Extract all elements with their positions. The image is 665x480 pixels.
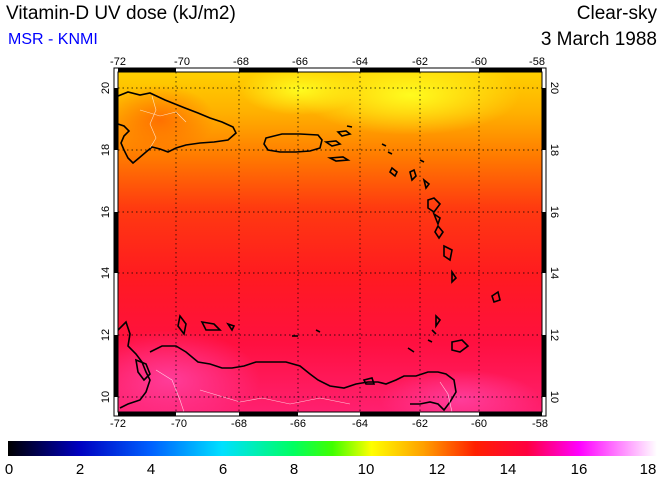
lon-label: -72 [110,56,126,68]
map-frame [113,67,547,417]
south-america-coast [118,320,457,412]
lon-label: -68 [231,418,247,430]
lon-label: -70 [171,418,187,430]
scale-label: 16 [571,461,588,478]
color-scale-bar [8,441,657,456]
lat-label: 10 [100,391,112,403]
sky-condition-label: Clear-sky [576,3,657,24]
lon-label: -66 [290,418,306,430]
lat-labels-right: 10 12 14 16 18 20 [548,82,560,403]
scale-label: 8 [290,461,298,478]
coastlines [118,91,501,412]
lat-label: 14 [548,267,560,279]
lat-label: 12 [100,329,112,341]
color-scale-labels: 0 2 4 6 8 10 12 14 16 18 [5,461,657,478]
lon-label: -58 [529,56,545,68]
scale-label: 18 [640,461,657,478]
lon-label: -72 [110,418,126,430]
lon-label: -62 [412,418,428,430]
lon-label: -64 [352,56,368,68]
lat-label: 10 [548,391,560,403]
lat-label: 16 [548,206,560,218]
lon-label: -68 [233,56,249,68]
scale-label: 6 [219,461,227,478]
lat-label: 14 [100,267,112,279]
lat-label: 16 [100,206,112,218]
scale-label: 12 [429,461,446,478]
graticule [118,72,542,412]
lat-label: 18 [548,144,560,156]
scale-label: 10 [358,461,375,478]
lon-label: -60 [471,56,487,68]
lat-label: 12 [548,329,560,341]
borders [139,95,453,412]
lon-labels-top: -72 -70 -68 -66 -64 -62 -60 -58 [110,56,545,68]
lon-label: -64 [352,418,368,430]
scale-label: 4 [147,461,155,478]
lon-label: -62 [412,56,428,68]
lon-label: -60 [471,418,487,430]
lat-label: 20 [548,82,560,94]
hispaniola-coast [118,91,237,165]
date-label: 3 March 1988 [540,29,657,50]
source-label: MSR - KNMI [8,31,98,48]
lat-label: 18 [100,144,112,156]
map-title: Vitamin-D UV dose (kJ/m2) [6,3,236,24]
scale-label: 2 [76,461,84,478]
scale-label: 14 [500,461,517,478]
lon-label: -58 [532,418,548,430]
lon-labels-bottom: -72 -70 -68 -66 -64 -62 -60 -58 [110,418,548,430]
lon-label: -70 [174,56,190,68]
lon-label: -66 [292,56,308,68]
scale-label: 0 [5,461,13,478]
puerto-rico-coast [263,133,323,153]
lat-labels-left: 10 12 14 16 18 20 [100,82,112,403]
lat-label: 20 [100,82,112,94]
